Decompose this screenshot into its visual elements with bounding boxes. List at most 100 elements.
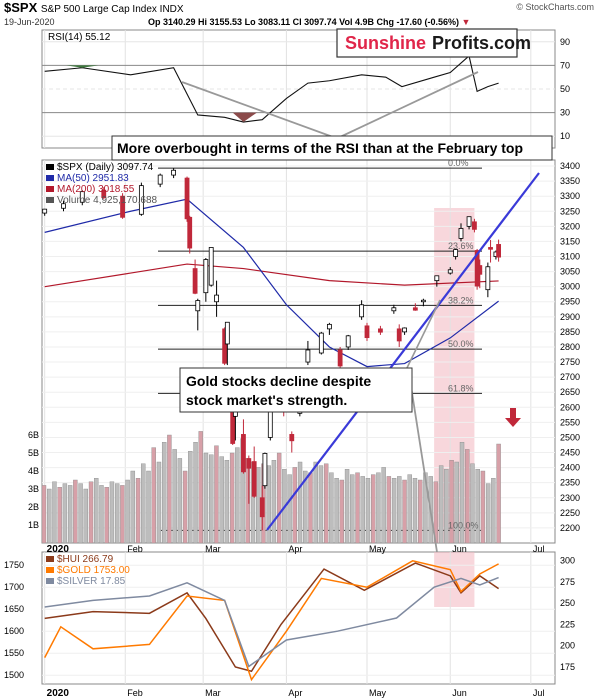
candle-body (378, 328, 383, 333)
volume-bar (470, 463, 475, 544)
candle-body (246, 458, 252, 469)
volume-bar (360, 476, 365, 544)
metals-series-line (44, 560, 499, 682)
rsi-note: More overbought in terms of the RSI than… (117, 140, 523, 156)
volume-bar (276, 452, 282, 544)
volume-bar (480, 470, 486, 544)
volume-bar (376, 472, 381, 544)
volume-bar (496, 443, 501, 544)
price-tick-label: 3250 (560, 206, 580, 216)
brand-box (336, 28, 518, 58)
candle-body (466, 216, 472, 227)
price-tick-label: 3350 (560, 176, 580, 186)
volume-bar (209, 454, 214, 544)
candle-body (420, 299, 426, 303)
price-tick-label: 2800 (560, 342, 580, 352)
volume-bar (193, 442, 198, 544)
volume-bar (418, 479, 423, 544)
candle-body (477, 265, 483, 275)
gold-note-line2: stock market's strength. (186, 392, 347, 408)
volume-bar (323, 463, 329, 544)
price-arrow (404, 299, 441, 373)
candle-body (434, 275, 440, 282)
x-tick-label-metals: 2020 (47, 688, 70, 699)
metals-left-tick: 1550 (4, 648, 24, 658)
symbol: $SPX (4, 0, 38, 15)
volume-bar (449, 460, 454, 544)
price-tick-label: 3100 (560, 252, 580, 262)
x-tick-label: May (369, 544, 387, 554)
volume-bar (402, 479, 407, 544)
volume-bar (297, 461, 303, 544)
metals-legend-swatch (46, 567, 54, 573)
volume-bar (188, 451, 193, 544)
candle-body (171, 169, 177, 176)
volume-bar (485, 483, 491, 544)
volume-bar (151, 447, 156, 544)
rsi-arrow-left (181, 81, 334, 138)
volume-bar (303, 470, 308, 544)
candle-body (251, 461, 257, 497)
volume-bar (161, 442, 167, 544)
volume-bar (135, 478, 141, 544)
volume-bar (271, 460, 277, 544)
volume-bar (167, 434, 172, 544)
price-legend-item: MA(50) 2951.83 (57, 173, 129, 184)
volume-bar (329, 472, 334, 544)
fib-label: 100.0% (448, 520, 479, 530)
volume-bar (350, 474, 355, 544)
metals-panel (41, 551, 556, 685)
candle-body (224, 321, 230, 345)
brand-sunshine: Sunshine (345, 33, 426, 53)
metals-legend-item: $GOLD 1753.00 (57, 565, 130, 576)
volume-bar (339, 479, 345, 544)
price-tick-label: 2300 (560, 493, 580, 503)
x-tick-label-metals: Jul (533, 688, 545, 698)
volume-bar (41, 485, 47, 544)
volume-bar (83, 488, 89, 544)
candle-body (101, 189, 107, 199)
candle-body (453, 249, 459, 257)
volume-bar (114, 483, 120, 544)
volume-bar (370, 474, 376, 544)
price-tick-label: 2850 (560, 327, 580, 337)
volume-tick-label: 4B (28, 466, 39, 476)
x-tick-label-metals: Apr (288, 688, 302, 698)
volume-bar (141, 463, 146, 544)
volume-bar (344, 469, 350, 544)
fib-label: 0.0% (448, 158, 469, 168)
volume-bar (94, 478, 99, 544)
x-tick-label: Feb (127, 544, 143, 554)
x-tick-label-metals: May (369, 688, 387, 698)
metals-left-tick: 1750 (4, 560, 24, 570)
metals-right-tick: 200 (560, 641, 575, 651)
volume-bar (78, 483, 83, 544)
volume-bar (256, 467, 261, 544)
quote-line: Op 3140.29 Hi 3155.53 Lo 3083.11 Cl 3097… (148, 17, 470, 27)
x-tick-label-metals: Feb (127, 688, 143, 698)
volume-bar (99, 485, 104, 544)
legend-swatch (46, 175, 54, 181)
price-tick-label: 2950 (560, 297, 580, 307)
metals-right-tick: 225 (560, 619, 575, 629)
candle-body (359, 304, 365, 318)
support-trendline (266, 172, 540, 531)
volume-bar (313, 461, 318, 544)
volume-bar (365, 478, 371, 544)
gold-note-line1: Gold stocks decline despite (186, 373, 371, 389)
candle-body (337, 349, 343, 367)
volume-tick-label: 1B (28, 520, 39, 530)
metals-right-tick: 300 (560, 556, 575, 566)
volume-bar (355, 472, 360, 544)
price-tick-label: 3150 (560, 236, 580, 246)
fib-label: 50.0% (448, 339, 474, 349)
gold-note-box (179, 367, 413, 413)
x-tick-label: Jul (533, 544, 545, 554)
candle-body (412, 307, 418, 311)
candle-body (157, 174, 163, 185)
volume-bar (214, 445, 219, 544)
candle-body (458, 228, 464, 239)
candle-body (496, 244, 501, 258)
candle-body (192, 268, 198, 294)
volume-bar (125, 479, 130, 544)
